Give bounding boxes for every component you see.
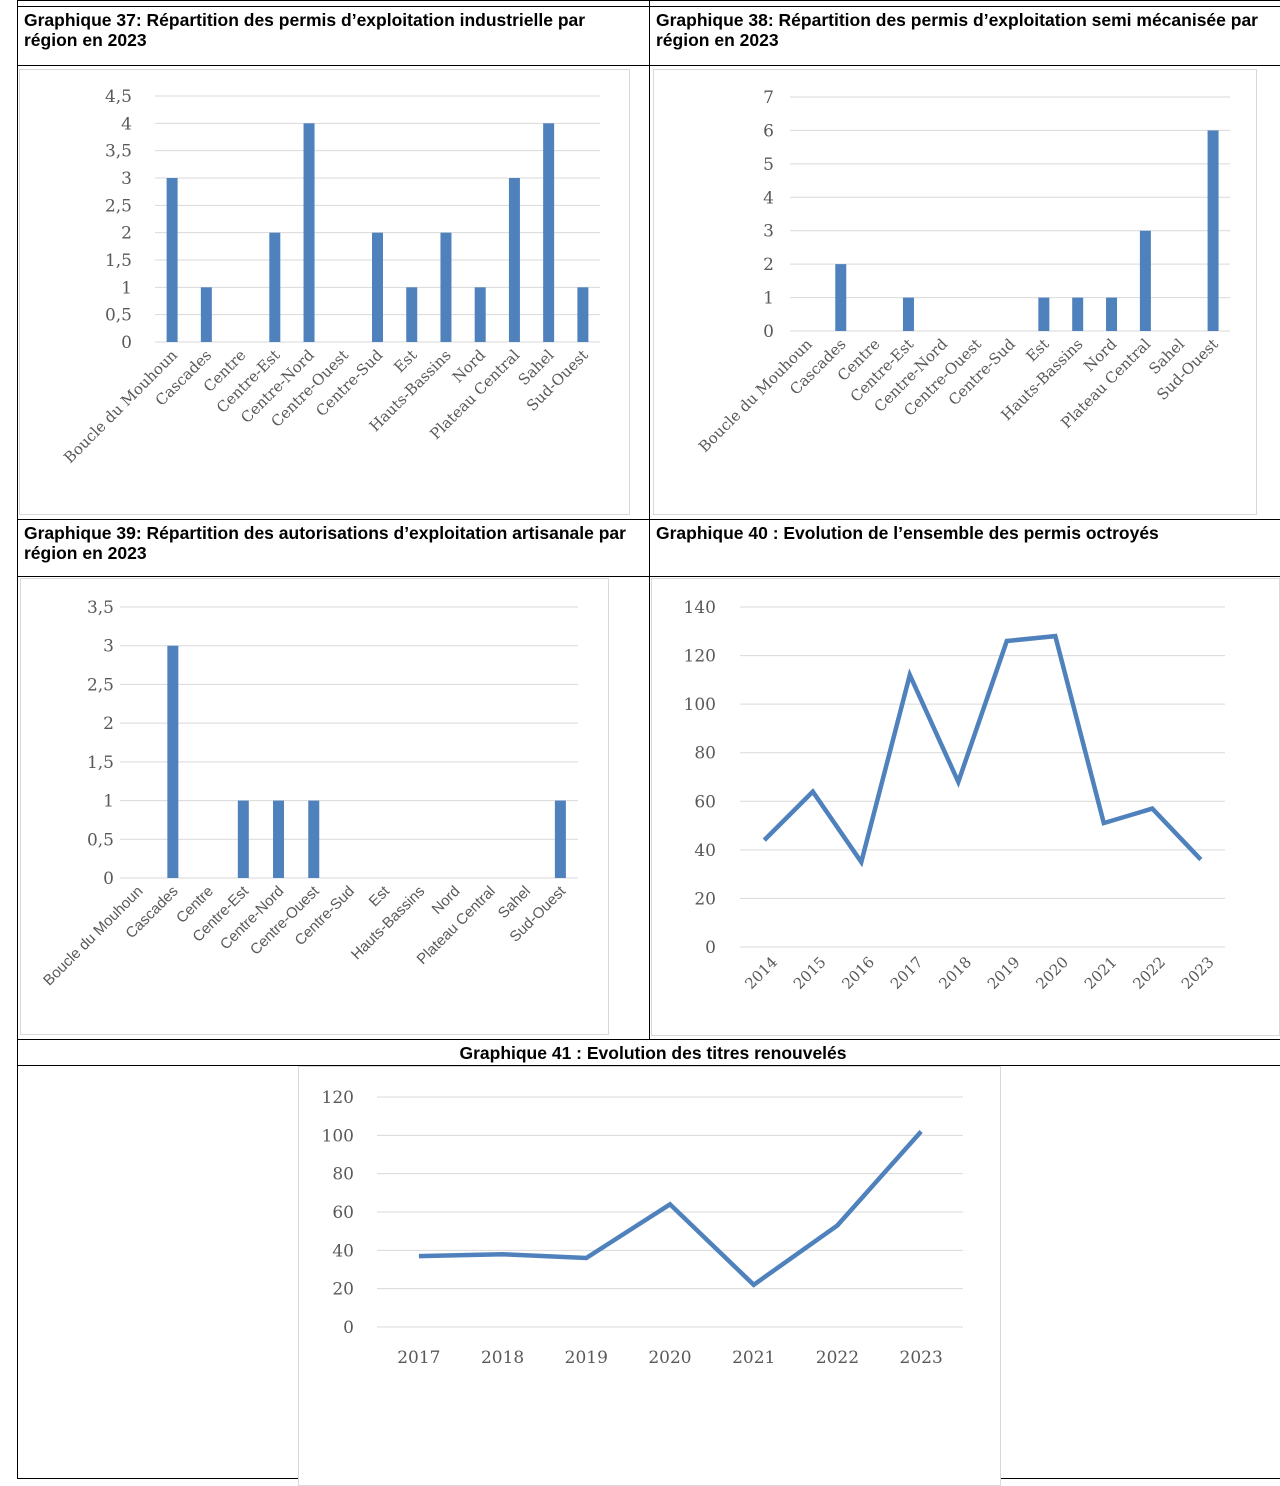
g38-ytick-label: 6 <box>763 121 774 141</box>
g38-ytick-label: 1 <box>763 289 774 309</box>
g39-category-label: Est <box>366 882 394 910</box>
g40-category-label: 2021 <box>1081 953 1121 993</box>
chart-title-g41: Graphique 41 : Evolution des titres reno… <box>17 1039 1280 1066</box>
chart-title-g38: Graphique 38: Répartition des permis d’e… <box>649 6 1280 66</box>
g37-bar <box>372 232 383 342</box>
g41-ytick-label: 20 <box>332 1280 354 1300</box>
g37-ytick-label: 1 <box>121 278 132 298</box>
g38-bar <box>1038 297 1050 331</box>
g41-ytick-label: 120 <box>322 1088 354 1108</box>
g37-ytick-label: 0 <box>121 333 132 353</box>
g37-ytick-label: 3,5 <box>105 142 132 162</box>
chart-title-g40: Graphique 40 : Evolution de l’ensemble d… <box>649 519 1280 577</box>
chart-frame-g40 <box>651 578 1280 1036</box>
g40-category-label: 2022 <box>1129 953 1169 993</box>
g41-category-label: 2021 <box>732 1348 775 1368</box>
g40-category-label: 2016 <box>838 953 878 993</box>
g37-bar <box>577 287 589 342</box>
g37-ytick-label: 1,5 <box>105 251 132 271</box>
g37-bar <box>303 123 315 342</box>
g40-category-label: 2014 <box>741 953 781 993</box>
g41-ytick-label: 60 <box>332 1203 354 1223</box>
g38-bar <box>902 297 914 331</box>
g39-ytick-label: 0,5 <box>87 830 114 850</box>
g41-series-line <box>418 1130 923 1288</box>
g41-category-label: 2019 <box>565 1348 608 1368</box>
chart-title-g39: Graphique 39: Répartition des autorisati… <box>17 519 650 577</box>
g40-category-label: 2019 <box>984 953 1024 993</box>
g41-ytick-label: 40 <box>332 1241 354 1261</box>
g41-ytick-label: 80 <box>332 1165 354 1185</box>
g41-category-label: 2022 <box>816 1348 859 1368</box>
g38-bar <box>1207 130 1219 331</box>
g40-ytick-label: 120 <box>684 647 716 667</box>
chart-title-g37: Graphique 37: Répartition des permis d’e… <box>17 6 650 66</box>
g37-ytick-label: 2 <box>121 224 132 244</box>
g40-category-label: 2015 <box>790 953 830 993</box>
g39-ytick-label: 1 <box>103 792 114 812</box>
g40-ytick-label: 0 <box>705 938 716 958</box>
g38-ytick-label: 4 <box>763 188 774 208</box>
g40-ytick-label: 40 <box>694 841 716 861</box>
g39-ytick-label: 1,5 <box>87 753 114 773</box>
g38-bar <box>1106 297 1118 331</box>
g37-bar <box>440 232 452 342</box>
g37-bar <box>406 287 418 342</box>
g37-ytick-label: 3 <box>121 169 132 189</box>
g37-bar <box>543 123 555 342</box>
g37-ytick-label: 0,5 <box>105 306 132 326</box>
g38-ytick-label: 7 <box>763 88 774 108</box>
g37-bar <box>269 232 281 342</box>
chart-frame-g41 <box>298 1066 1001 1486</box>
g41-category-label: 2020 <box>648 1348 691 1368</box>
chart-frame-g37 <box>19 69 630 515</box>
g40-category-label: 2017 <box>887 953 927 993</box>
g41-category-label: 2023 <box>900 1348 943 1368</box>
g40-ytick-label: 100 <box>684 695 716 715</box>
g38-ytick-label: 3 <box>763 222 774 242</box>
g40-category-label: 2018 <box>935 953 975 993</box>
g39-bar <box>308 800 320 878</box>
g41-category-label: 2017 <box>397 1348 440 1368</box>
g39-bar <box>554 800 566 878</box>
g40-ytick-label: 140 <box>684 598 716 618</box>
g38-bar <box>1139 230 1151 331</box>
g37-bar <box>508 178 520 342</box>
g37-ytick-label: 4,5 <box>105 87 132 107</box>
g37-ytick-label: 2,5 <box>105 196 132 216</box>
g41-category-label: 2018 <box>481 1348 524 1368</box>
g37-bar <box>200 287 212 342</box>
g38-ytick-label: 0 <box>763 322 774 342</box>
g39-ytick-label: 3,5 <box>87 598 114 618</box>
g39-ytick-label: 3 <box>103 637 114 657</box>
g38-ytick-label: 2 <box>763 255 774 275</box>
g38-bar <box>835 264 847 331</box>
g41-ytick-label: 0 <box>343 1318 354 1338</box>
g41-ytick-label: 100 <box>322 1126 354 1146</box>
g37-ytick-label: 4 <box>121 114 132 134</box>
g40-ytick-label: 80 <box>694 744 716 764</box>
g39-bar <box>273 800 285 878</box>
g40-ytick-label: 60 <box>694 792 716 812</box>
g39-ytick-label: 2 <box>103 714 114 734</box>
g37-bar <box>166 178 178 342</box>
g37-bar <box>474 287 486 342</box>
g40-series-line <box>762 633 1203 868</box>
g38-ytick-label: 5 <box>763 155 774 175</box>
g39-bar <box>237 800 249 878</box>
g39-ytick-label: 2,5 <box>87 675 114 695</box>
g40-category-label: 2020 <box>1032 953 1072 993</box>
g39-ytick-label: 0 <box>103 869 114 889</box>
g40-category-label: 2023 <box>1178 953 1218 993</box>
g40-ytick-label: 20 <box>694 889 716 909</box>
g38-bar <box>1072 297 1084 331</box>
chart-frame-g38 <box>653 69 1257 515</box>
g39-bar <box>167 645 179 878</box>
